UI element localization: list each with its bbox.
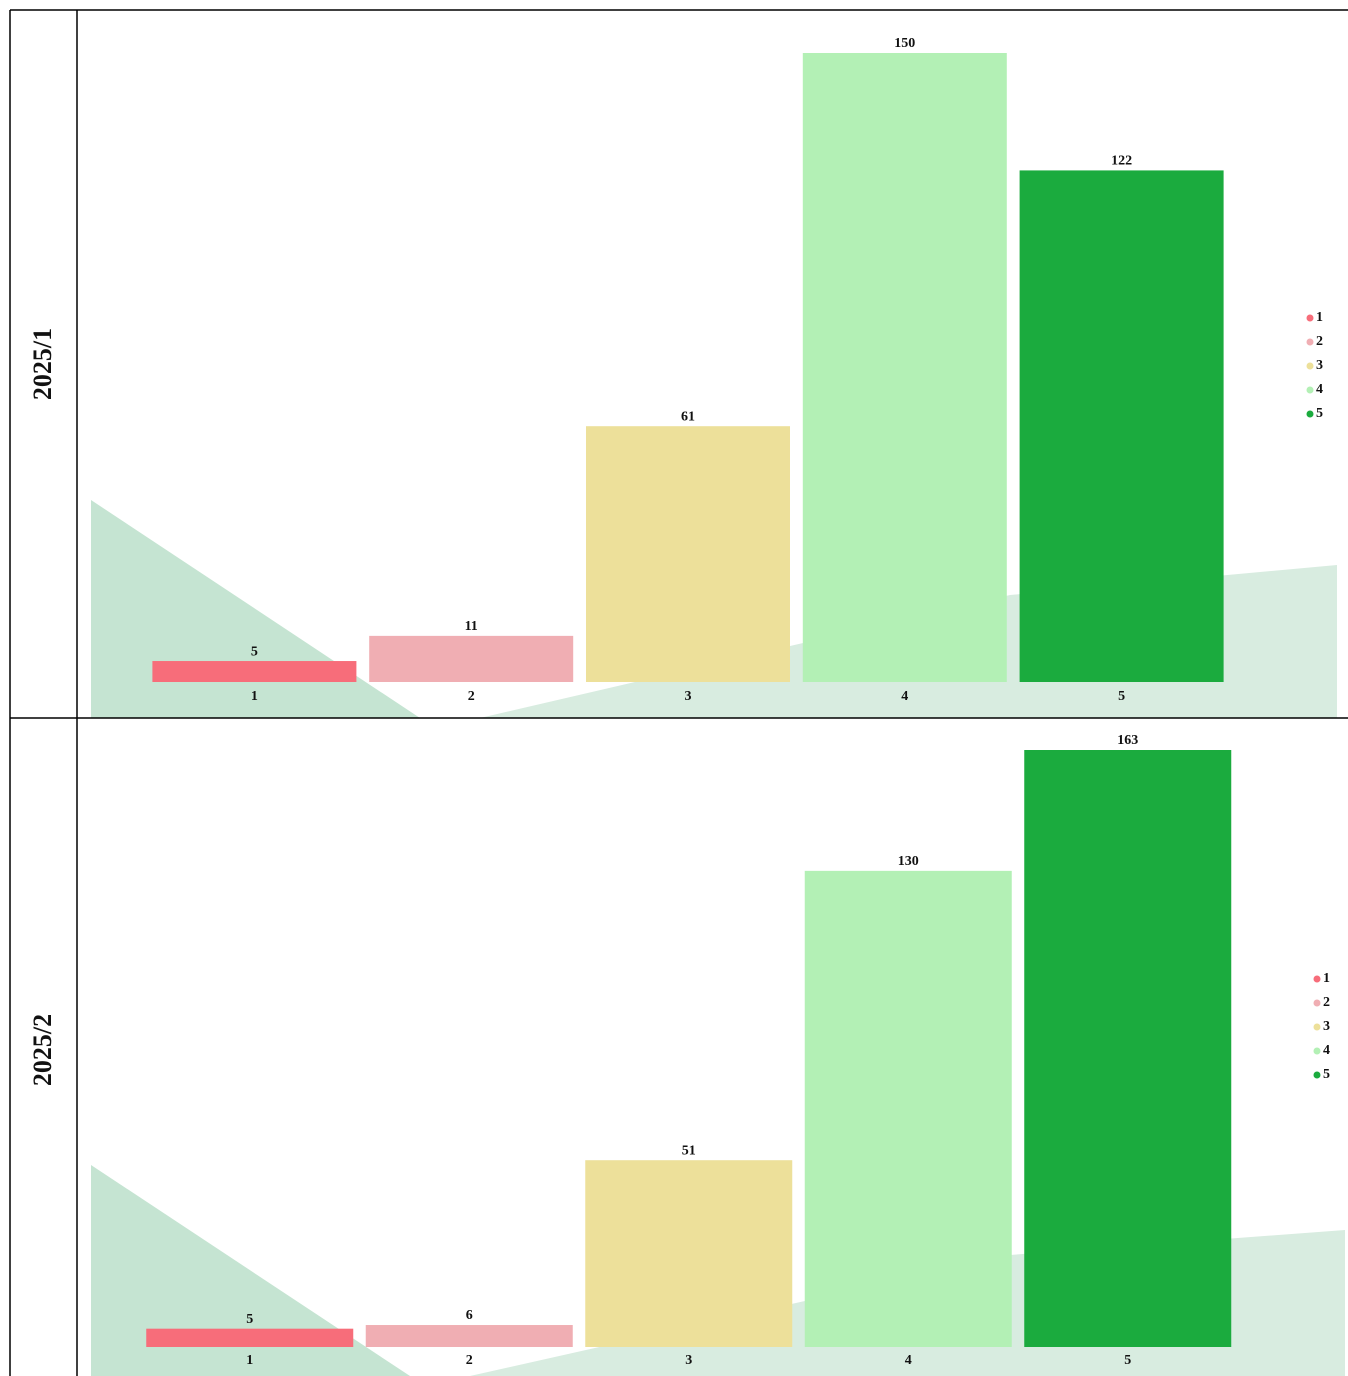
legend-label: 1 [1316, 310, 1323, 325]
bar [365, 1325, 573, 1347]
value-label: 122 [1111, 154, 1132, 169]
value-label: 61 [681, 409, 695, 424]
x-tick-label: 4 [905, 1353, 912, 1368]
legend-marker [1306, 386, 1314, 394]
table-borders [9, 9, 1348, 1376]
legend-label: 5 [1316, 406, 1323, 421]
legend-marker [1306, 314, 1314, 322]
x-tick-label: 5 [1124, 1353, 1131, 1368]
legend-label: 2 [1323, 995, 1330, 1010]
legend-label: 4 [1316, 382, 1323, 397]
value-label: 163 [1117, 733, 1138, 748]
legend-label: 3 [1316, 358, 1323, 373]
legend-marker [1313, 1047, 1321, 1055]
legend-marker [1306, 338, 1314, 346]
bar [1019, 170, 1224, 682]
bar [369, 635, 574, 682]
bar [802, 53, 1007, 682]
legend-marker [1306, 362, 1314, 370]
x-tick-label: 4 [901, 689, 908, 704]
legend-label: 1 [1323, 971, 1330, 986]
legend-marker [1313, 975, 1321, 983]
row-label: 2025/1 [28, 328, 57, 400]
bar [585, 1160, 793, 1347]
value-label: 11 [465, 619, 478, 634]
x-tick-label: 2 [468, 689, 475, 704]
value-label: 5 [251, 644, 258, 659]
legend-label: 2 [1316, 334, 1323, 349]
value-label: 150 [894, 36, 915, 51]
legend-marker [1306, 410, 1314, 418]
bar [152, 661, 357, 682]
legend-marker [1313, 999, 1321, 1007]
value-label: 51 [682, 1143, 696, 1158]
x-tick-label: 5 [1118, 689, 1125, 704]
value-label: 6 [466, 1308, 473, 1323]
bar [804, 870, 1012, 1347]
x-tick-label: 3 [685, 689, 692, 704]
legend-marker [1313, 1023, 1321, 1031]
x-tick-label: 2 [466, 1353, 473, 1368]
value-label: 130 [898, 854, 919, 869]
legend-label: 4 [1323, 1043, 1330, 1058]
legend-marker [1313, 1071, 1321, 1079]
value-label: 5 [246, 1312, 253, 1327]
legend-label: 5 [1323, 1067, 1330, 1082]
x-tick-label: 1 [246, 1353, 253, 1368]
bar [1024, 750, 1232, 1347]
bar [586, 426, 790, 682]
row-label: 2025/2 [28, 1014, 57, 1086]
bar [146, 1328, 354, 1347]
x-tick-label: 1 [251, 689, 258, 704]
x-tick-label: 3 [685, 1353, 692, 1368]
legend-label: 3 [1323, 1019, 1330, 1034]
